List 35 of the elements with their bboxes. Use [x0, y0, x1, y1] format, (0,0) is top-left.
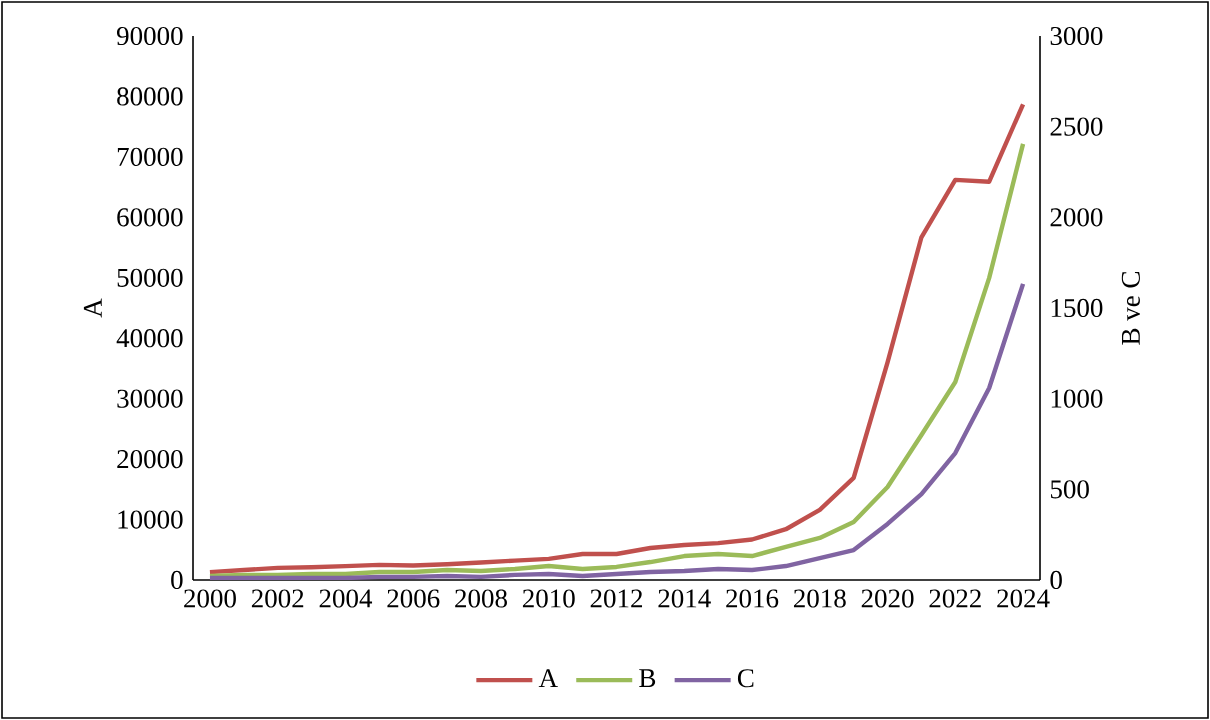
x-tick-label: 2004: [319, 589, 373, 608]
y-tick-label: 30000: [117, 389, 183, 408]
legend-label: C: [737, 669, 754, 688]
y2-tick-label: 3000: [1050, 26, 1103, 46]
x-tick-label: 2018: [793, 589, 846, 608]
y2-tick-label: 1500: [1051, 298, 1103, 318]
y-tick-label: 0: [171, 570, 183, 590]
y-tick-label: 80000: [117, 87, 183, 106]
y-tick-label: 20000: [117, 449, 183, 469]
x-tick-label: 2014: [658, 589, 711, 608]
x-tick-label: 2024: [997, 589, 1050, 608]
x-tick-label: 2000: [184, 589, 236, 608]
x-tick-label: 2016: [726, 589, 779, 608]
y2-tick-label: 500: [1050, 480, 1089, 499]
y-axis-title: A: [83, 298, 102, 318]
y2-tick-label: 1000: [1051, 389, 1103, 408]
y-tick-label: 10000: [118, 510, 183, 529]
x-tick-label: 2002: [251, 589, 304, 608]
x-tick-label: 2006: [387, 589, 440, 608]
y-tick-label: 60000: [117, 208, 183, 227]
x-tick-label: 2008: [455, 589, 507, 608]
legend-label: A: [538, 669, 558, 687]
x-tick-label: 2010: [522, 589, 575, 608]
y2-tick-label: 2000: [1050, 208, 1103, 227]
y2-tick-label: 2500: [1050, 117, 1103, 136]
y-tick-label: 50000: [117, 268, 183, 287]
y-tick-label: 70000: [117, 147, 183, 166]
x-tick-label: 2020: [861, 589, 914, 608]
x-tick-label: 2022: [929, 589, 981, 608]
y2-tick-label: 0: [1050, 570, 1062, 590]
y2-axis-title: B ve C: [1121, 272, 1140, 345]
legend-label: B: [639, 669, 656, 688]
y-tick-label: 40000: [116, 329, 183, 348]
x-tick-label: 2012: [590, 589, 643, 608]
y-tick-label: 90000: [116, 26, 183, 46]
